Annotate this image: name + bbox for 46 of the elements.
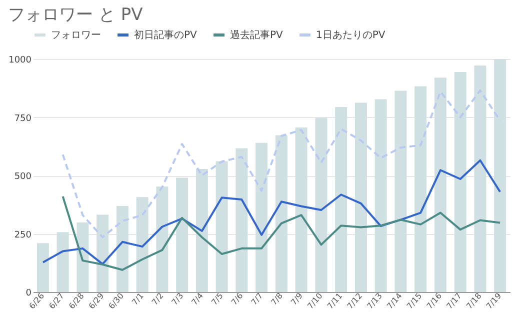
legend-label: 1日あたりのPV [316,30,386,41]
legend-label: フォロワー [51,30,101,41]
bar [315,118,328,292]
x-tick-label: 7/3 [170,291,186,307]
bar [474,66,486,292]
x-tick-label: 7/8 [269,291,284,307]
bar [156,186,168,292]
bar [335,107,348,292]
bar [236,148,248,292]
bar [434,78,446,292]
y-tick-label: 250 [14,230,32,240]
bar [414,86,427,292]
y-tick-label: 0 [26,288,32,298]
bar [454,72,466,292]
x-tick-label: 7/7 [249,291,265,307]
x-tick-label: 7/9 [289,291,304,307]
y-tick-label: 1000 [8,56,32,66]
line-series [62,195,502,271]
bar [76,222,89,292]
line-series [62,89,502,238]
y-tick-label: 750 [14,114,32,124]
bar [56,232,69,292]
bar [295,128,308,292]
bar [354,102,367,292]
bar [36,243,49,292]
bar [136,197,148,292]
bar [256,142,268,292]
y-tick-label: 500 [14,172,32,182]
bar [96,214,109,292]
x-tick-label: 7/5 [210,291,225,307]
chart-title: フォロワー と PV [8,5,144,25]
legend-label: 初日記事のPV [134,29,198,41]
x-tick-label: 7/4 [190,291,205,307]
x-tick-label: 7/1 [130,291,146,307]
bar [216,161,228,292]
bar [494,59,506,292]
bar [116,206,128,292]
x-tick-label: 7/6 [230,291,245,307]
line-series [42,159,502,266]
bar [176,178,188,292]
bar [275,135,288,292]
bar [374,99,387,292]
bar [394,90,407,292]
bar [196,168,208,292]
x-tick-label: 7/2 [150,291,166,307]
legend-label: 過去記事PV [230,29,284,41]
